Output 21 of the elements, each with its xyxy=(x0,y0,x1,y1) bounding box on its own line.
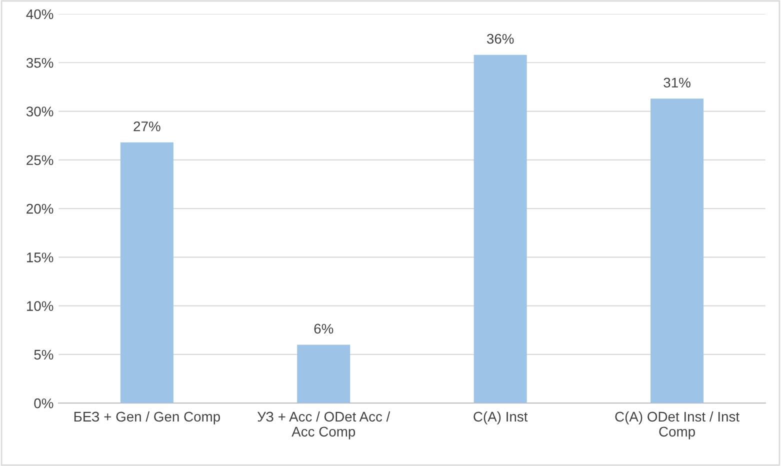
y-tick-label: 25% xyxy=(26,155,54,166)
data-label: 6% xyxy=(314,324,334,334)
y-tick-label: 35% xyxy=(26,58,54,68)
x-tick-label: C(A) Inst xyxy=(474,411,528,424)
y-tick-label: 10% xyxy=(26,301,54,311)
bar xyxy=(474,54,527,404)
bar xyxy=(297,344,350,404)
x-tick-label: БЕЗ + Gen / Gen Comp xyxy=(74,411,220,424)
y-tick-label: 5% xyxy=(34,350,54,360)
y-tick-label: 40% xyxy=(26,9,54,20)
y-tick-label: 0% xyxy=(34,398,54,408)
y-tick-label: 15% xyxy=(26,252,54,262)
data-label: 31% xyxy=(664,78,690,88)
x-tick-label: C(A) ODet Inst / Inst Comp xyxy=(615,411,740,440)
y-tick-label: 20% xyxy=(26,204,54,214)
bar xyxy=(650,98,704,404)
y-tick-label: 30% xyxy=(26,106,54,116)
data-label: 36% xyxy=(486,34,514,44)
x-tick-label: УЗ + Acc / ODet Acc / Acc Comp xyxy=(257,411,390,440)
data-label: 27% xyxy=(134,121,160,132)
bar xyxy=(120,142,174,404)
